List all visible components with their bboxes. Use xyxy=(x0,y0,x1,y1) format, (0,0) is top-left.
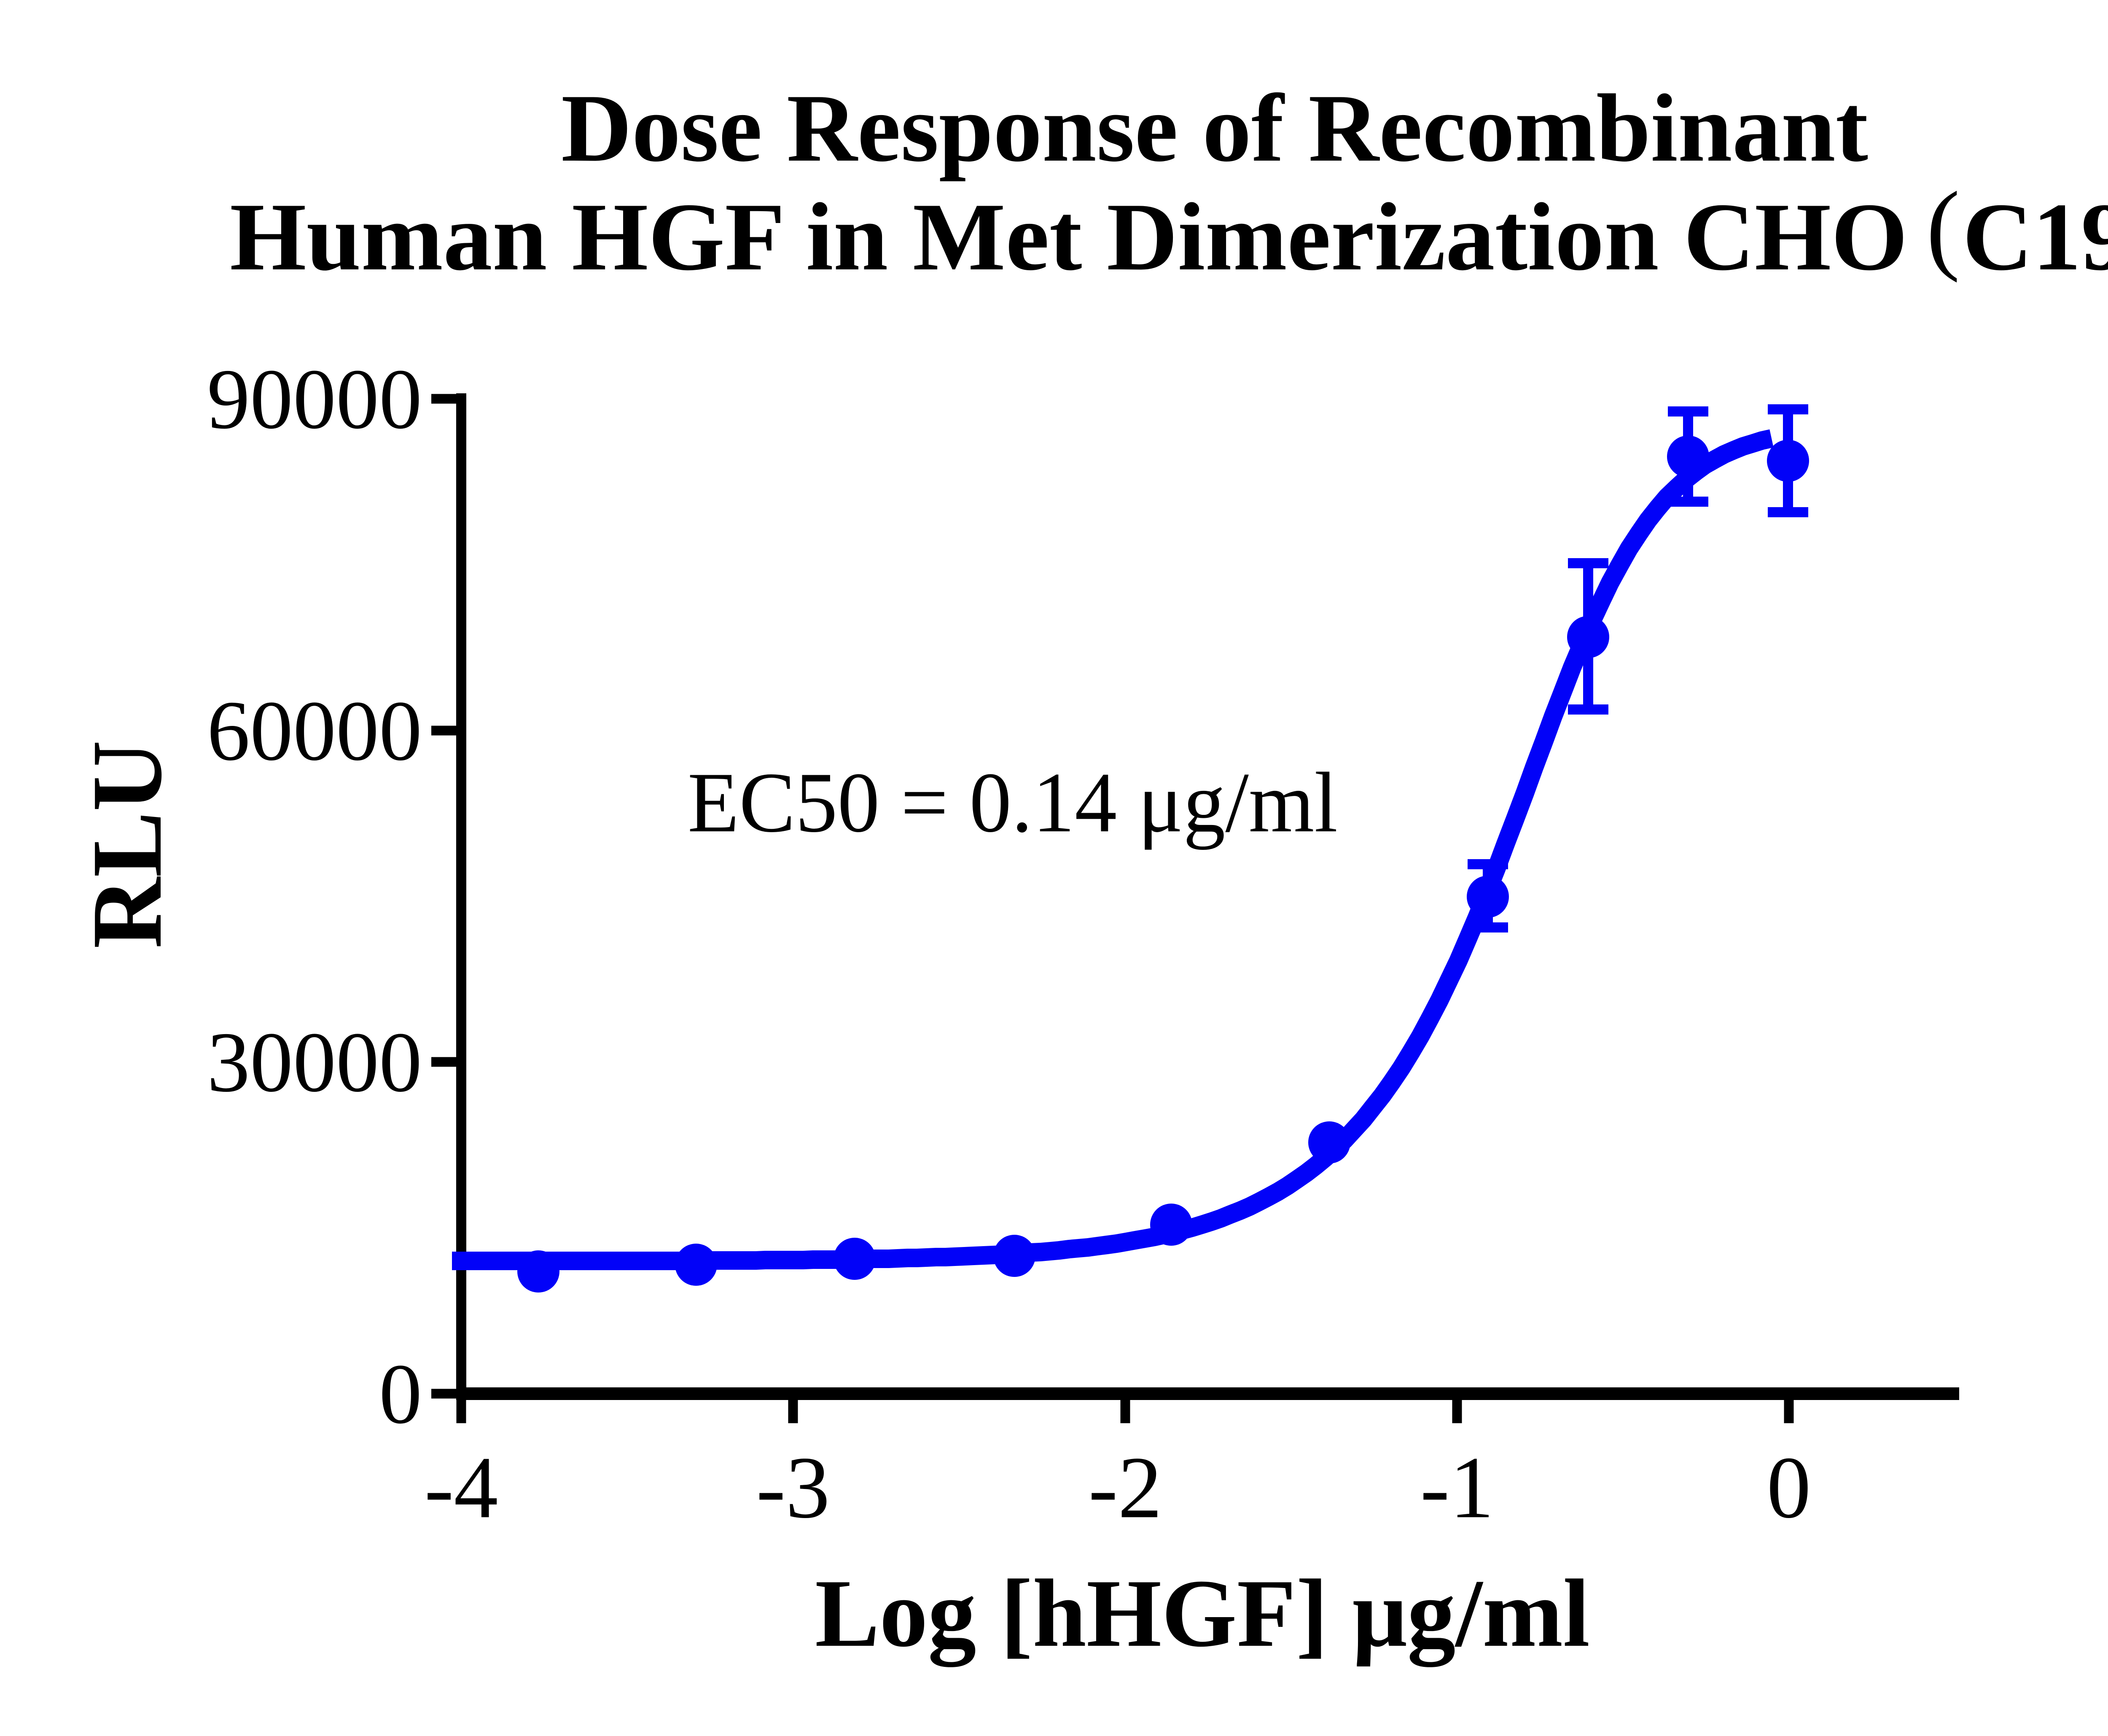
svg-text:-3: -3 xyxy=(756,1439,830,1537)
svg-text:0: 0 xyxy=(1767,1439,1811,1537)
svg-text:-1: -1 xyxy=(1420,1439,1494,1537)
svg-text:-2: -2 xyxy=(1089,1439,1162,1537)
svg-text:60000: 60000 xyxy=(207,683,422,779)
svg-text:90000: 90000 xyxy=(207,352,422,447)
svg-text:RLU: RLU xyxy=(72,740,183,949)
svg-text:Log [hHGF] μg/ml: Log [hHGF] μg/ml xyxy=(815,1559,1590,1667)
svg-text:(: ( xyxy=(1926,171,1960,283)
svg-text:Human HGF in Met Dimerization: Human HGF in Met Dimerization CHO xyxy=(230,183,1908,290)
svg-text:30000: 30000 xyxy=(207,1015,422,1110)
svg-text:-4: -4 xyxy=(425,1439,498,1537)
svg-text:EC50 = 0.14 μg/ml: EC50 = 0.14 μg/ml xyxy=(688,755,1338,850)
svg-text:0: 0 xyxy=(379,1346,422,1442)
svg-text:Dose Response of Recombinant: Dose Response of Recombinant xyxy=(561,74,1868,182)
svg-text:C19: C19 xyxy=(1963,183,2108,290)
